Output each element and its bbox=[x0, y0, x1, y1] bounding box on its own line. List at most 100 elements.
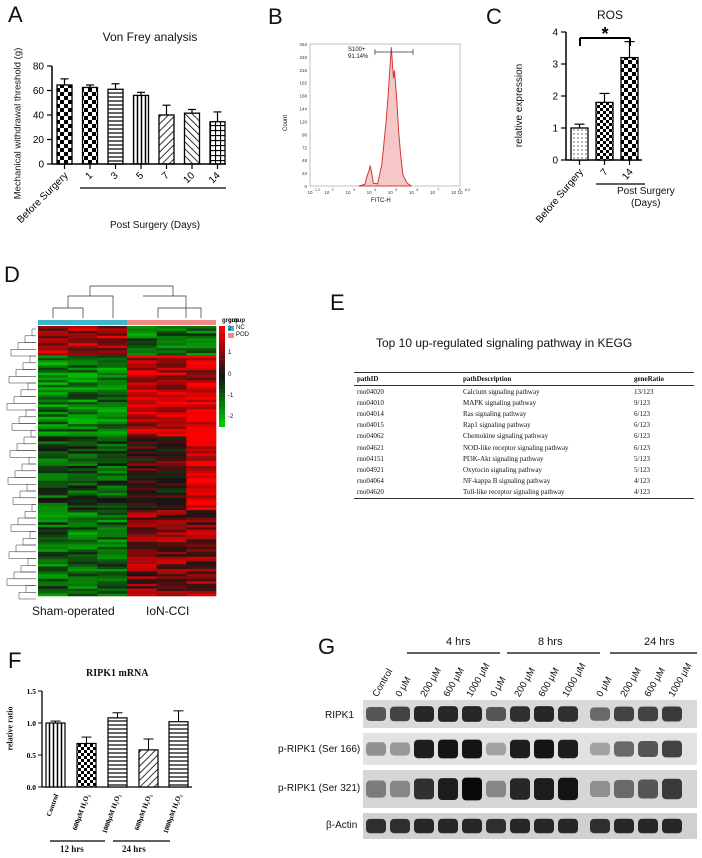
color-scale-cell bbox=[219, 410, 225, 415]
heatmap-cell bbox=[156, 328, 187, 332]
heatmap-scale-tick: -2 bbox=[228, 414, 234, 420]
heatmap-cell bbox=[186, 402, 217, 405]
panel-c-title: ROS bbox=[596, 8, 623, 22]
heatmap-cell bbox=[97, 564, 128, 567]
heatmap-cell bbox=[67, 588, 98, 592]
heatmap-cell bbox=[186, 505, 217, 508]
heatmap-cell bbox=[67, 431, 98, 435]
heatmap-cell bbox=[156, 537, 187, 540]
table-row: rno04015 Rap1 signaling pathway 6/123 bbox=[354, 420, 694, 431]
time-group-4h: 4 hrs bbox=[446, 636, 471, 648]
heatmap-cell bbox=[156, 340, 187, 344]
time-group-24h: 24 hrs bbox=[644, 636, 675, 648]
legend-item-nc: NC bbox=[228, 325, 249, 331]
blot-band bbox=[390, 742, 410, 756]
heatmap-cell bbox=[186, 343, 217, 346]
heatmap-cell bbox=[186, 546, 217, 550]
heatmap-cell bbox=[67, 551, 98, 555]
heatmap-cell bbox=[156, 561, 187, 565]
heatmap-cell bbox=[186, 470, 217, 474]
blot-band bbox=[590, 742, 610, 756]
heatmap-cell bbox=[67, 465, 98, 469]
panel-letter-b: B bbox=[268, 4, 283, 29]
heatmap-cell bbox=[67, 338, 98, 342]
heatmap-cell bbox=[67, 375, 98, 378]
blot-band bbox=[638, 779, 658, 799]
color-scale-cell bbox=[219, 380, 225, 385]
x-tick-exp: 5 bbox=[395, 188, 397, 192]
kegg-title: Top 10 up-regulated signaling pathway in… bbox=[376, 336, 633, 350]
heatmap-cell bbox=[38, 436, 68, 440]
heatmap-cell bbox=[97, 362, 128, 366]
blot-band bbox=[590, 780, 610, 797]
heatmap-cell bbox=[67, 404, 98, 408]
heatmap-cell bbox=[38, 544, 68, 548]
heatmap-cell bbox=[38, 438, 68, 442]
heatmap-cell bbox=[127, 343, 157, 346]
heatmap-cell bbox=[127, 478, 157, 481]
heatmap-cell bbox=[38, 583, 68, 587]
heatmap-cell bbox=[127, 326, 157, 329]
heatmap-cell bbox=[38, 569, 68, 572]
legend-swatch-nc bbox=[228, 325, 234, 331]
heatmap-cell bbox=[38, 532, 68, 535]
heatmap-cell bbox=[156, 554, 187, 558]
heatmap-cell bbox=[156, 515, 187, 518]
heatmap-cell bbox=[186, 581, 217, 585]
heatmap-cell bbox=[97, 399, 128, 403]
heatmap-cell bbox=[186, 569, 217, 572]
heatmap-cell bbox=[127, 490, 157, 494]
heatmap-cell bbox=[186, 335, 217, 339]
heatmap-cell bbox=[186, 495, 217, 499]
heatmap-cell bbox=[156, 551, 187, 555]
heatmap-cell bbox=[156, 384, 187, 388]
heatmap-cell bbox=[156, 382, 187, 386]
cell-ratio: 6/123 bbox=[634, 409, 650, 418]
heatmap-cell bbox=[67, 578, 98, 582]
heatmap-cell bbox=[38, 362, 68, 366]
color-scale-cell bbox=[219, 342, 225, 348]
group-bar-nc bbox=[38, 320, 127, 325]
heatmap-cell bbox=[38, 473, 68, 477]
heatmap-cell bbox=[38, 453, 68, 457]
heatmap-cell bbox=[127, 524, 157, 528]
heatmap-cell bbox=[156, 571, 187, 575]
heatmap-cell bbox=[127, 492, 157, 496]
heatmap-cell bbox=[97, 446, 128, 450]
heatmap-cell bbox=[186, 517, 217, 521]
x-tick-exp: 2 bbox=[332, 188, 334, 192]
heatmap-cell bbox=[97, 569, 128, 572]
x-tick-label: 10 bbox=[346, 190, 352, 195]
heatmap-cell bbox=[186, 350, 217, 354]
heatmap-cell bbox=[67, 581, 98, 585]
heatmap-cell bbox=[156, 468, 187, 472]
heatmap-cell bbox=[97, 475, 128, 479]
panel-a-title: Von Frey analysis bbox=[102, 30, 198, 44]
cell-pathid: rno04014 bbox=[357, 409, 384, 418]
heatmap-cell bbox=[38, 554, 68, 558]
heatmap-cell bbox=[38, 365, 68, 369]
heatmap-cell bbox=[186, 488, 217, 491]
heatmap-cell bbox=[67, 355, 98, 359]
heatmap-cell bbox=[186, 561, 217, 565]
heatmap-cell bbox=[38, 576, 68, 580]
heatmap-cell bbox=[67, 453, 98, 457]
heatmap-cell bbox=[97, 414, 128, 418]
heatmap-cell bbox=[156, 399, 187, 403]
heatmap-cell bbox=[97, 500, 128, 504]
heatmap-cell bbox=[156, 458, 187, 462]
heatmap-cell bbox=[127, 421, 157, 425]
heatmap-cell bbox=[67, 549, 98, 553]
heatmap-cell bbox=[67, 380, 98, 383]
heatmap-cell bbox=[186, 380, 217, 383]
heatmap-cell bbox=[156, 348, 187, 351]
heatmap-cell bbox=[67, 441, 98, 445]
heatmap-cell bbox=[156, 360, 187, 364]
y-tick-label: 1 bbox=[552, 124, 558, 135]
heatmap-cell bbox=[156, 546, 187, 550]
heatmap-cell bbox=[127, 348, 157, 351]
heatmap-cell bbox=[38, 490, 68, 494]
heatmap-cell bbox=[67, 426, 98, 430]
heatmap-cell bbox=[186, 434, 217, 437]
heatmap-cell bbox=[67, 537, 98, 540]
